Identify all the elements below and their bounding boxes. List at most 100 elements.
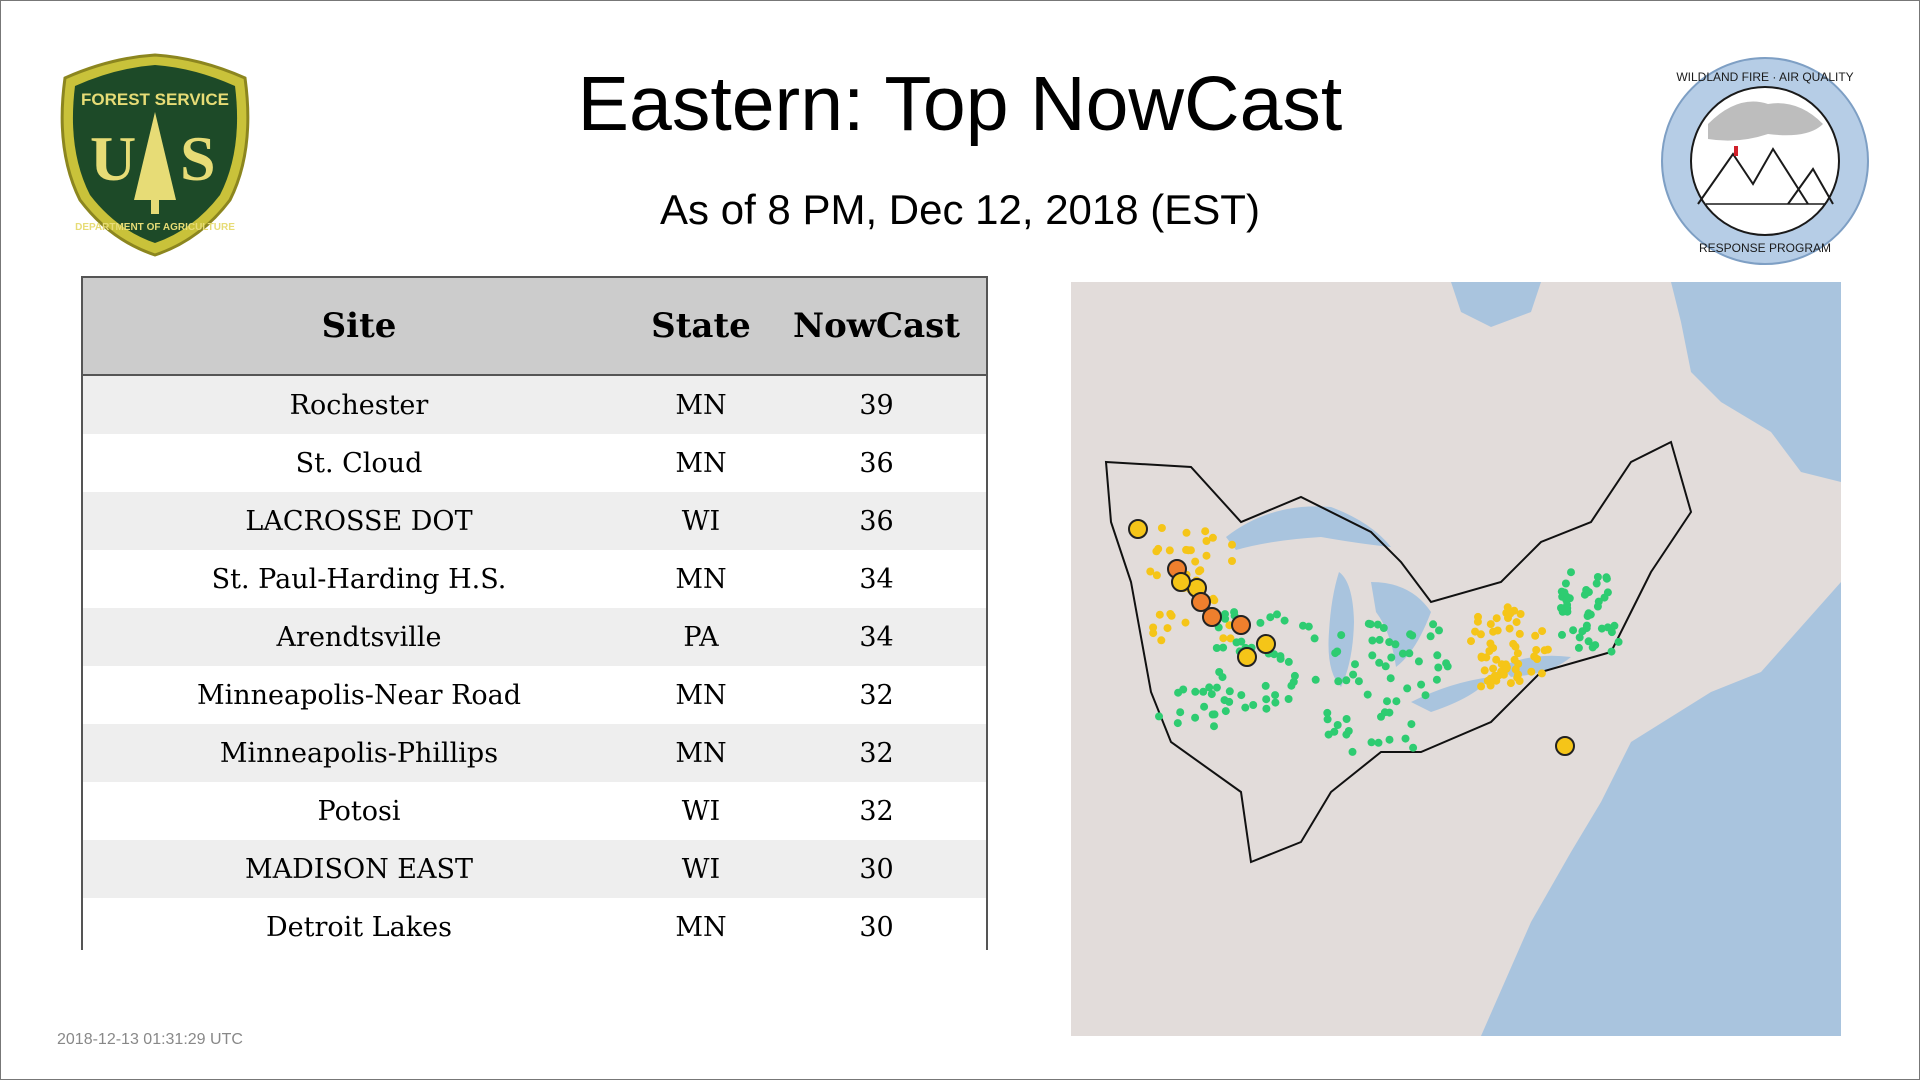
column-header-site: Site bbox=[83, 278, 635, 376]
monitor-dot bbox=[1191, 713, 1200, 722]
monitor-dot bbox=[1434, 663, 1443, 672]
monitor-dot bbox=[1610, 621, 1619, 630]
table-row: Potosi WI 32 bbox=[83, 782, 986, 840]
monitor-dot bbox=[1533, 655, 1542, 663]
monitor-dot bbox=[1391, 640, 1400, 649]
nowcast-cell: 30 bbox=[767, 840, 986, 898]
monitor-dot bbox=[1184, 546, 1193, 555]
monitor-dots bbox=[1146, 524, 1623, 756]
wildland-fire-air-quality-logo: WILDLAND FIRE · AIR QUALITY RESPONSE PRO… bbox=[1658, 54, 1872, 268]
monitor-dot bbox=[1256, 618, 1265, 627]
table-row: St. Paul-Harding H.S. MN 34 bbox=[83, 550, 986, 608]
monitor-dot bbox=[1182, 528, 1191, 537]
nowcast-cell: 32 bbox=[767, 724, 986, 782]
lake-michigan bbox=[1328, 572, 1354, 687]
state-cell: MN bbox=[635, 898, 767, 956]
monitor-dot bbox=[1392, 697, 1401, 706]
monitor-dot bbox=[1289, 677, 1298, 686]
monitor-dot bbox=[1373, 620, 1382, 629]
top-site-marker bbox=[1237, 647, 1257, 667]
monitor-dot bbox=[1351, 660, 1359, 669]
monitor-dot bbox=[1515, 629, 1524, 638]
atlantic-ocean bbox=[1481, 582, 1841, 1036]
monitor-dot bbox=[1157, 524, 1166, 532]
monitor-dot bbox=[1241, 703, 1250, 712]
monitor-dot bbox=[1163, 624, 1172, 633]
top-site-marker bbox=[1231, 615, 1251, 635]
monitor-dot bbox=[1421, 691, 1430, 700]
monitor-dot bbox=[1363, 690, 1372, 699]
monitor-dot bbox=[1208, 533, 1217, 542]
site-cell: St. Cloud bbox=[83, 434, 635, 492]
page-subtitle: As of 8 PM, Dec 12, 2018 (EST) bbox=[660, 186, 1260, 233]
monitor-dot bbox=[1284, 657, 1293, 666]
monitor-dot bbox=[1165, 546, 1174, 555]
svg-text:U: U bbox=[90, 123, 136, 194]
monitor-dot bbox=[1176, 708, 1185, 717]
monitor-dot bbox=[1230, 608, 1239, 617]
monitor-dot bbox=[1383, 697, 1391, 706]
monitor-dot bbox=[1201, 527, 1210, 536]
monitor-dot bbox=[1210, 722, 1218, 731]
monitor-dot bbox=[1486, 620, 1495, 629]
monitor-dot bbox=[1266, 613, 1275, 622]
monitor-dot bbox=[1232, 638, 1241, 647]
monitor-dot bbox=[1196, 566, 1205, 575]
monitor-dot bbox=[1580, 590, 1589, 599]
monitor-dot bbox=[1342, 676, 1351, 685]
monitor-dot bbox=[1593, 602, 1602, 611]
monitor-dot bbox=[1284, 695, 1293, 703]
state-cell: WI bbox=[635, 782, 767, 840]
top-site-marker bbox=[1256, 634, 1276, 654]
monitor-dot bbox=[1527, 667, 1536, 676]
monitor-dot bbox=[1558, 607, 1567, 616]
table-row: Minneapolis-Near Road MN 32 bbox=[83, 666, 986, 724]
monitor-dot bbox=[1225, 697, 1234, 706]
monitor-dot bbox=[1486, 639, 1495, 648]
column-header-nowcast: NowCast bbox=[767, 278, 986, 376]
monitor-dot bbox=[1199, 687, 1208, 696]
monitor-dot bbox=[1600, 593, 1609, 602]
monitor-dot bbox=[1512, 618, 1521, 627]
site-cell: Minneapolis-Phillips bbox=[83, 724, 635, 782]
monitor-dot bbox=[1157, 636, 1166, 645]
monitor-dot bbox=[1510, 655, 1519, 664]
monitor-dot bbox=[1592, 579, 1601, 588]
monitor-map bbox=[1071, 282, 1841, 1036]
monitor-dot bbox=[1337, 631, 1346, 640]
svg-text:FOREST SERVICE: FOREST SERVICE bbox=[81, 90, 229, 109]
table-row: Minneapolis-Phillips MN 32 bbox=[83, 724, 986, 782]
monitor-dot bbox=[1334, 677, 1343, 686]
monitor-dot bbox=[1367, 738, 1376, 747]
svg-text:S: S bbox=[180, 123, 216, 194]
nowcast-cell: 34 bbox=[767, 550, 986, 608]
nowcast-table: Site State NowCast Rochester MN 39 St. C… bbox=[81, 276, 988, 956]
monitor-dot bbox=[1516, 610, 1525, 618]
table-row: Rochester MN 39 bbox=[83, 375, 986, 434]
monitor-dot bbox=[1212, 683, 1221, 692]
top-site-marker bbox=[1191, 592, 1211, 612]
monitor-dot bbox=[1506, 609, 1515, 618]
monitor-dot bbox=[1348, 747, 1357, 756]
svg-text:DEPARTMENT OF AGRICULTURE: DEPARTMENT OF AGRICULTURE bbox=[75, 222, 235, 233]
monitor-dot bbox=[1567, 568, 1575, 577]
top-site-marker bbox=[1171, 572, 1191, 592]
site-cell: Rochester bbox=[83, 375, 635, 434]
table-row: MADISON EAST WI 30 bbox=[83, 840, 986, 898]
site-cell: Minneapolis-Near Road bbox=[83, 666, 635, 724]
site-cell: St. Paul-Harding H.S. bbox=[83, 550, 635, 608]
monitor-dot bbox=[1531, 631, 1540, 640]
monitor-dot bbox=[1480, 666, 1489, 675]
column-header-state: State bbox=[635, 278, 767, 376]
monitor-dot bbox=[1207, 690, 1216, 699]
monitor-dot bbox=[1205, 683, 1214, 692]
monitor-dot bbox=[1471, 627, 1480, 636]
monitor-dot bbox=[1492, 614, 1501, 623]
northern-water bbox=[1671, 282, 1841, 482]
monitor-dot bbox=[1273, 610, 1281, 619]
monitor-dot bbox=[1513, 649, 1522, 658]
monitor-dot bbox=[1509, 639, 1518, 648]
monitor-dot bbox=[1368, 636, 1377, 645]
monitor-dot bbox=[1558, 630, 1566, 639]
nowcast-cell: 30 bbox=[767, 898, 986, 956]
